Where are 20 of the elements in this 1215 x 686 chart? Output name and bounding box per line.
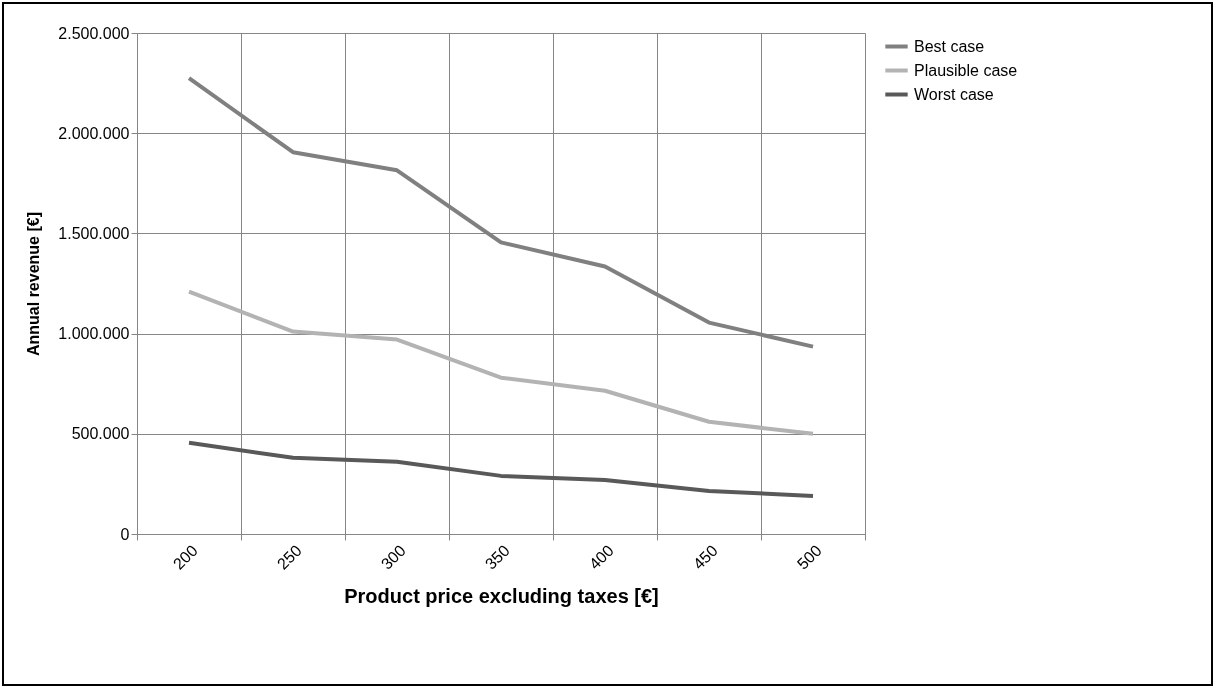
x-tick-label: 200 [169, 541, 201, 573]
x-tick-label: 500 [793, 541, 825, 573]
x-tick-label: 300 [377, 541, 409, 573]
x-tick-label: 400 [585, 541, 617, 573]
y-tick-label: 2.500.000 [58, 24, 130, 42]
line-series [187, 289, 815, 436]
y-axis-title: Annual revenue [€] [25, 211, 43, 357]
x-axis-title: Product price excluding taxes [€] [344, 584, 659, 607]
legend-label: Worst case [914, 85, 994, 103]
legend-label: Best case [914, 37, 985, 55]
x-tick-label: 250 [273, 541, 305, 573]
y-tick-label: 2.000.000 [58, 124, 130, 142]
y-tick-label: 500.000 [71, 425, 130, 443]
legend-label: Plausible case [914, 61, 1018, 79]
y-tick-label: 1.000.000 [58, 325, 130, 343]
y-tick-label: 0 [120, 525, 130, 543]
x-tick-label: 350 [481, 541, 513, 573]
line-series [187, 440, 815, 498]
x-tick-label: 450 [689, 541, 721, 573]
y-tick-label: 1.500.000 [58, 224, 130, 242]
